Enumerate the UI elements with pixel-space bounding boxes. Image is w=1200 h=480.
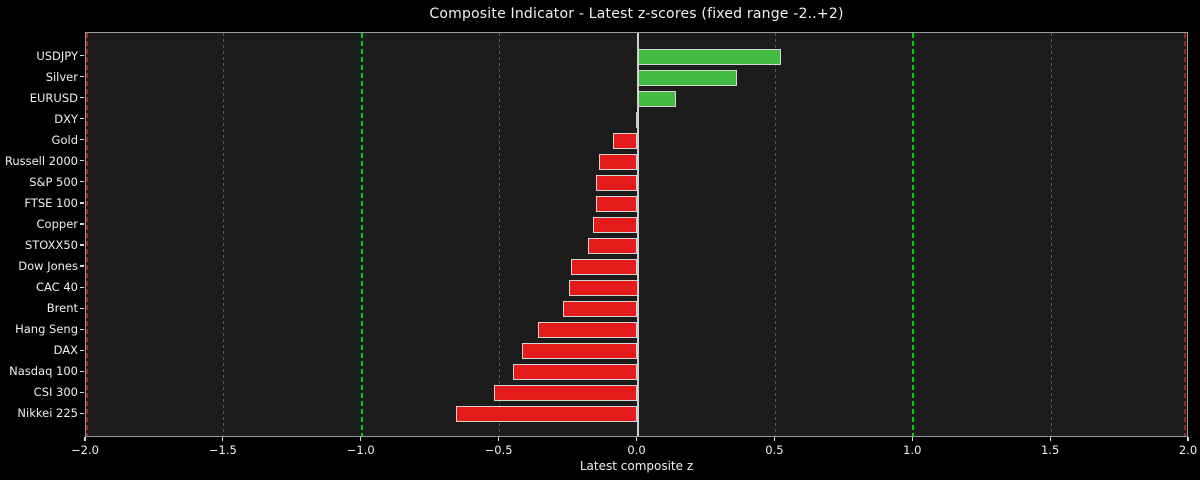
y-tick-mark: [80, 286, 84, 288]
x-tick-label: 1.5: [1040, 443, 1060, 457]
y-tick-mark: [80, 391, 84, 393]
bar-gold: [612, 132, 638, 149]
y-tick-label: Hang Seng: [15, 322, 78, 337]
x-tick-mark: [911, 437, 913, 441]
y-tick-label: USDJPY: [36, 48, 78, 63]
y-tick-mark: [80, 412, 84, 415]
x-tick-label: 1.0: [903, 443, 922, 457]
y-tick-label: DXY: [54, 111, 78, 126]
y-tick-mark: [80, 244, 84, 246]
bar-dow-jones: [571, 259, 638, 276]
reference-line--1.5: [223, 33, 225, 436]
y-tick-mark: [80, 75, 84, 78]
y-tick-mark: [80, 307, 84, 309]
plot-area: [85, 32, 1188, 437]
x-tick-mark: [498, 437, 500, 441]
y-tick-mark: [80, 349, 84, 351]
y-tick-mark: [80, 118, 84, 120]
y-tick-label: Nikkei 225: [17, 406, 78, 421]
x-tick-label: −2.0: [71, 443, 99, 457]
y-tick-label: S&P 500: [29, 174, 78, 189]
x-tick-label: −1.5: [208, 443, 237, 457]
y-tick-label: Copper: [36, 216, 78, 231]
bar-russell-2000: [598, 153, 638, 170]
y-tick-label: FTSE 100: [24, 195, 78, 210]
x-tick-label: −1.0: [346, 443, 375, 457]
bar-cac-40: [568, 280, 638, 297]
x-tick-label: 0.0: [627, 443, 646, 457]
bar-silver: [637, 69, 737, 86]
y-tick-label: Silver: [45, 69, 78, 84]
reference-line-0.5: [774, 33, 776, 436]
bar-stoxx50: [587, 238, 638, 255]
bar-copper: [593, 216, 638, 233]
x-tick-label: −0.5: [484, 443, 513, 457]
y-tick-label: STOXX50: [24, 238, 78, 253]
y-tick-mark: [80, 97, 84, 99]
x-tick-mark: [1187, 437, 1189, 441]
bar-s-p-500: [596, 174, 638, 191]
reference-line--1: [360, 33, 363, 436]
y-tick-label: DAX: [53, 343, 78, 358]
chart-title: Composite Indicator - Latest z-scores (f…: [429, 6, 844, 22]
y-tick-label: EURUSD: [29, 90, 78, 105]
x-tick-mark: [84, 437, 86, 441]
y-tick-mark: [80, 139, 84, 141]
reference-line-1: [912, 33, 915, 436]
reference-line--2: [86, 33, 88, 436]
y-tick-label: Russell 2000: [4, 153, 78, 168]
bar-hang-seng: [538, 322, 638, 339]
x-tick-label: 0.5: [765, 443, 784, 457]
y-tick-label: Nasdaq 100: [9, 364, 78, 379]
y-tick-mark: [80, 181, 84, 183]
y-tick-label: Brent: [46, 301, 78, 316]
y-tick-mark: [80, 202, 84, 204]
y-tick-mark: [80, 265, 84, 267]
zero-line: [636, 33, 639, 436]
y-tick-label: CAC 40: [35, 280, 78, 295]
bar-csi-300: [494, 385, 638, 402]
y-tick-mark: [80, 54, 84, 57]
x-tick-mark: [222, 437, 224, 441]
x-tick-mark: [1049, 437, 1051, 441]
bar-dxy: [636, 111, 639, 128]
y-tick-mark: [80, 370, 84, 372]
x-tick-mark: [360, 437, 362, 441]
y-tick-mark: [80, 328, 84, 330]
y-tick-mark: [80, 223, 84, 225]
bar-eurusd: [637, 90, 677, 107]
x-axis-label: Latest composite z: [579, 459, 694, 473]
x-tick-mark: [635, 437, 638, 441]
bar-brent: [563, 301, 638, 318]
bar-nasdaq-100: [513, 364, 638, 381]
bar-nikkei-225: [455, 406, 638, 423]
y-tick-label: CSI 300: [33, 385, 78, 400]
bar-dax: [521, 343, 638, 360]
y-tick-label: Dow Jones: [18, 259, 78, 274]
x-tick-mark: [773, 437, 775, 441]
bar-usdjpy: [637, 48, 781, 65]
x-tick-label: 2.0: [1178, 443, 1198, 457]
reference-line-1.5: [1050, 33, 1052, 436]
y-tick-label: Gold: [51, 132, 78, 147]
y-tick-mark: [80, 160, 84, 162]
reference-line-2: [1184, 33, 1186, 436]
bar-ftse-100: [596, 195, 638, 212]
reference-line--0.5: [499, 33, 501, 436]
